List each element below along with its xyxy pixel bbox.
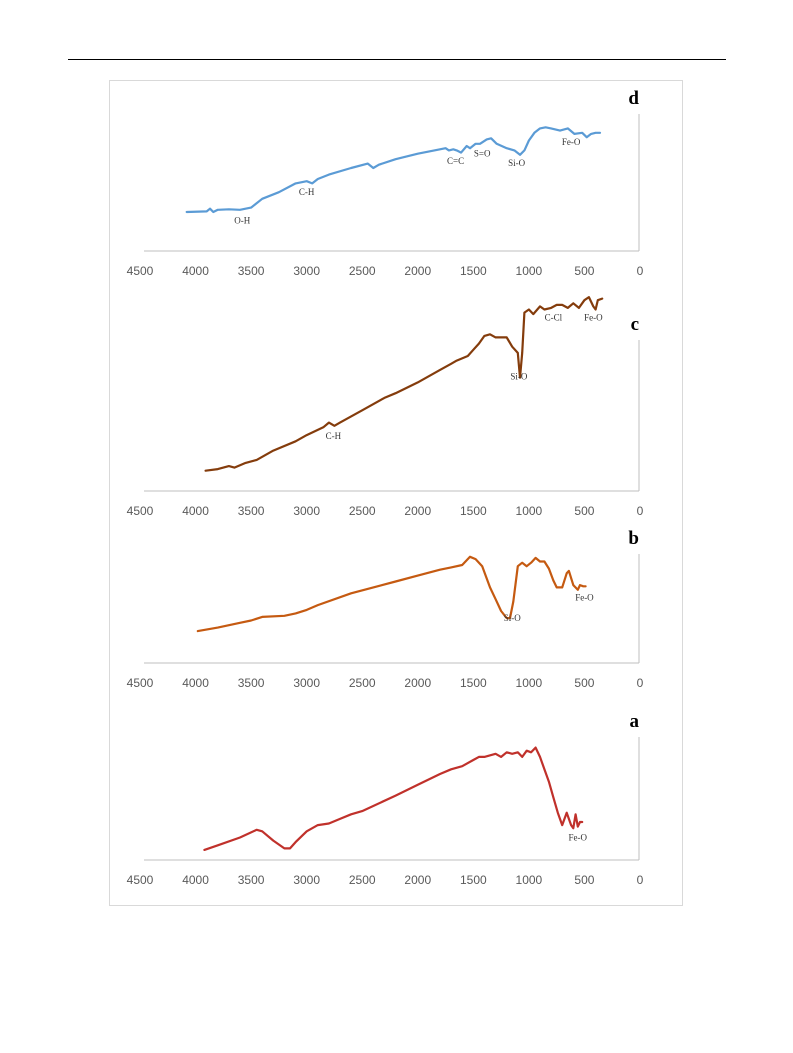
x-tick-label: 3500 <box>238 264 265 278</box>
chart-panel-a: 4500 4000 3500 3000 2500 2000 1500 1000 500 0 Fe-O… <box>127 711 644 887</box>
chart-panel-d: 4500 4000 3500 3000 2500 2000 1500 1000 500 0 O-H C… <box>127 88 644 278</box>
x-tick-label: 1500 <box>460 264 487 278</box>
x-tick-label: 4500 <box>127 873 154 887</box>
band-label: C-Cl <box>545 313 563 323</box>
spectrum-line-b <box>196 555 587 633</box>
x-tick-label: 4500 <box>127 504 154 518</box>
x-tick-label: 500 <box>574 504 594 518</box>
x-tick-label: 0 <box>637 264 644 278</box>
panel-letter: a <box>630 711 640 732</box>
spectrum-line-d <box>185 126 602 214</box>
x-tick-label: 3000 <box>293 676 320 690</box>
x-tick-label: 2500 <box>349 504 376 518</box>
band-label: C-H <box>326 431 342 441</box>
x-tick-label: 2000 <box>404 873 431 887</box>
x-tick-label: 2500 <box>349 873 376 887</box>
x-tick-label: 1500 <box>460 873 487 887</box>
chart-panel-b: 4500 4000 3500 3000 2500 2000 1500 1000 500 0 Si-O… <box>127 528 644 690</box>
x-tick-label: 2500 <box>349 676 376 690</box>
chart-panel-c: 4500 4000 3500 3000 2500 2000 1500 1000 500 0 C-H S… <box>127 296 644 518</box>
band-label: C=C <box>447 156 464 166</box>
x-tick-label: 1000 <box>516 264 543 278</box>
x-tick-label: 4500 <box>127 264 154 278</box>
x-tick-label: 2000 <box>404 676 431 690</box>
band-label: C-H <box>299 187 315 197</box>
x-tick-label: 2500 <box>349 264 376 278</box>
x-tick-label: 1000 <box>516 676 543 690</box>
x-tick-label: 500 <box>574 676 594 690</box>
header-rule <box>68 59 726 60</box>
x-tick-label: 500 <box>574 264 594 278</box>
band-label: Si-O <box>510 371 528 381</box>
x-tick-label: 4000 <box>182 504 209 518</box>
x-tick-label: 3000 <box>293 873 320 887</box>
band-label: Si-O <box>508 158 526 168</box>
band-label: Fe-O <box>569 833 588 843</box>
x-tick-label: 2000 <box>404 504 431 518</box>
x-tick-label: 3000 <box>293 504 320 518</box>
x-tick-label: 0 <box>637 873 644 887</box>
spectrum-line-c <box>204 296 604 472</box>
panel-letter: d <box>628 88 639 109</box>
x-tick-label: 3500 <box>238 873 265 887</box>
x-tick-label: 2000 <box>404 264 431 278</box>
x-tick-label: 4500 <box>127 676 154 690</box>
x-tick-label: 4000 <box>182 873 209 887</box>
band-label: Fe-O <box>562 137 581 147</box>
x-tick-label: 500 <box>574 873 594 887</box>
x-tick-label: 0 <box>637 504 644 518</box>
x-tick-label: 3500 <box>238 676 265 690</box>
x-tick-label: 1500 <box>460 504 487 518</box>
x-tick-label: 3500 <box>238 504 265 518</box>
x-tick-label: 4000 <box>182 264 209 278</box>
panel-letter: b <box>628 528 639 549</box>
band-label: Fe-O <box>575 592 594 602</box>
band-label: S=O <box>474 148 491 158</box>
band-label: O-H <box>234 215 250 225</box>
x-tick-label: 3000 <box>293 264 320 278</box>
band-label: Fe-O <box>584 312 603 322</box>
spectrum-line-a <box>203 746 584 851</box>
band-label: Si-O <box>504 613 522 623</box>
figure-frame <box>109 80 683 906</box>
x-tick-label: 1000 <box>516 873 543 887</box>
x-tick-label: 1500 <box>460 676 487 690</box>
x-tick-label: 4000 <box>182 676 209 690</box>
x-tick-label: 1000 <box>516 504 543 518</box>
panel-letter: c <box>631 314 639 335</box>
x-tick-label: 0 <box>637 676 644 690</box>
